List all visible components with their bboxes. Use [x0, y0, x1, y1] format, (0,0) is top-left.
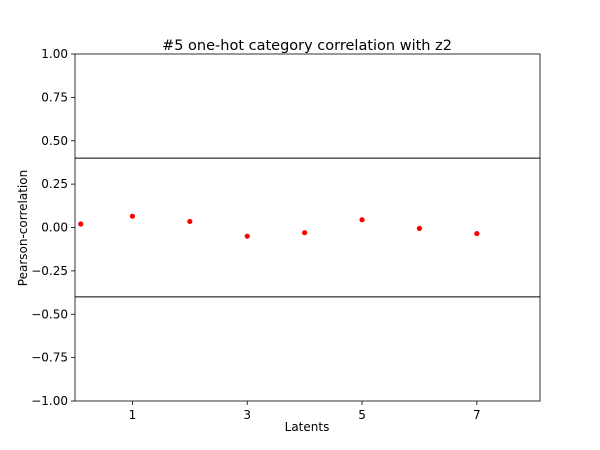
data-point [78, 221, 84, 227]
x-tick-label: 1 [129, 408, 137, 422]
x-axis-label: Latents [285, 420, 330, 434]
data-points [78, 213, 480, 239]
x-axis-ticks: 1 3 5 7 [129, 401, 481, 422]
y-tick-label: 0.25 [41, 177, 68, 191]
data-point [129, 213, 136, 219]
y-tick-label: −0.25 [31, 264, 68, 278]
y-tick-label: 1.00 [41, 47, 68, 61]
y-tick-label: 0.00 [41, 221, 68, 235]
chart-title: #5 one-hot category correlation with z2 [162, 38, 452, 54]
y-axis-ticks: −1.00 −0.75 −0.50 −0.25 0.00 0.25 0.50 0.75 1.00 [31, 47, 75, 408]
data-point [416, 225, 423, 231]
x-tick-label: 5 [358, 408, 366, 422]
data-point [302, 230, 308, 236]
y-tick-label: 0.50 [41, 134, 68, 148]
y-tick-label: −0.75 [31, 351, 68, 365]
data-point [359, 217, 365, 223]
data-point [244, 233, 250, 239]
y-axis-label: Pearson-correlation [16, 170, 30, 286]
threshold-lines [75, 157, 540, 298]
y-tick-label: −1.00 [31, 394, 68, 408]
data-point [187, 218, 193, 225]
x-tick-label: 7 [473, 408, 481, 422]
plot-area [74, 53, 541, 402]
x-tick-label: 3 [243, 408, 251, 422]
data-point [474, 230, 480, 237]
y-tick-label: 0.75 [41, 90, 68, 104]
y-tick-label: −0.50 [31, 307, 68, 321]
